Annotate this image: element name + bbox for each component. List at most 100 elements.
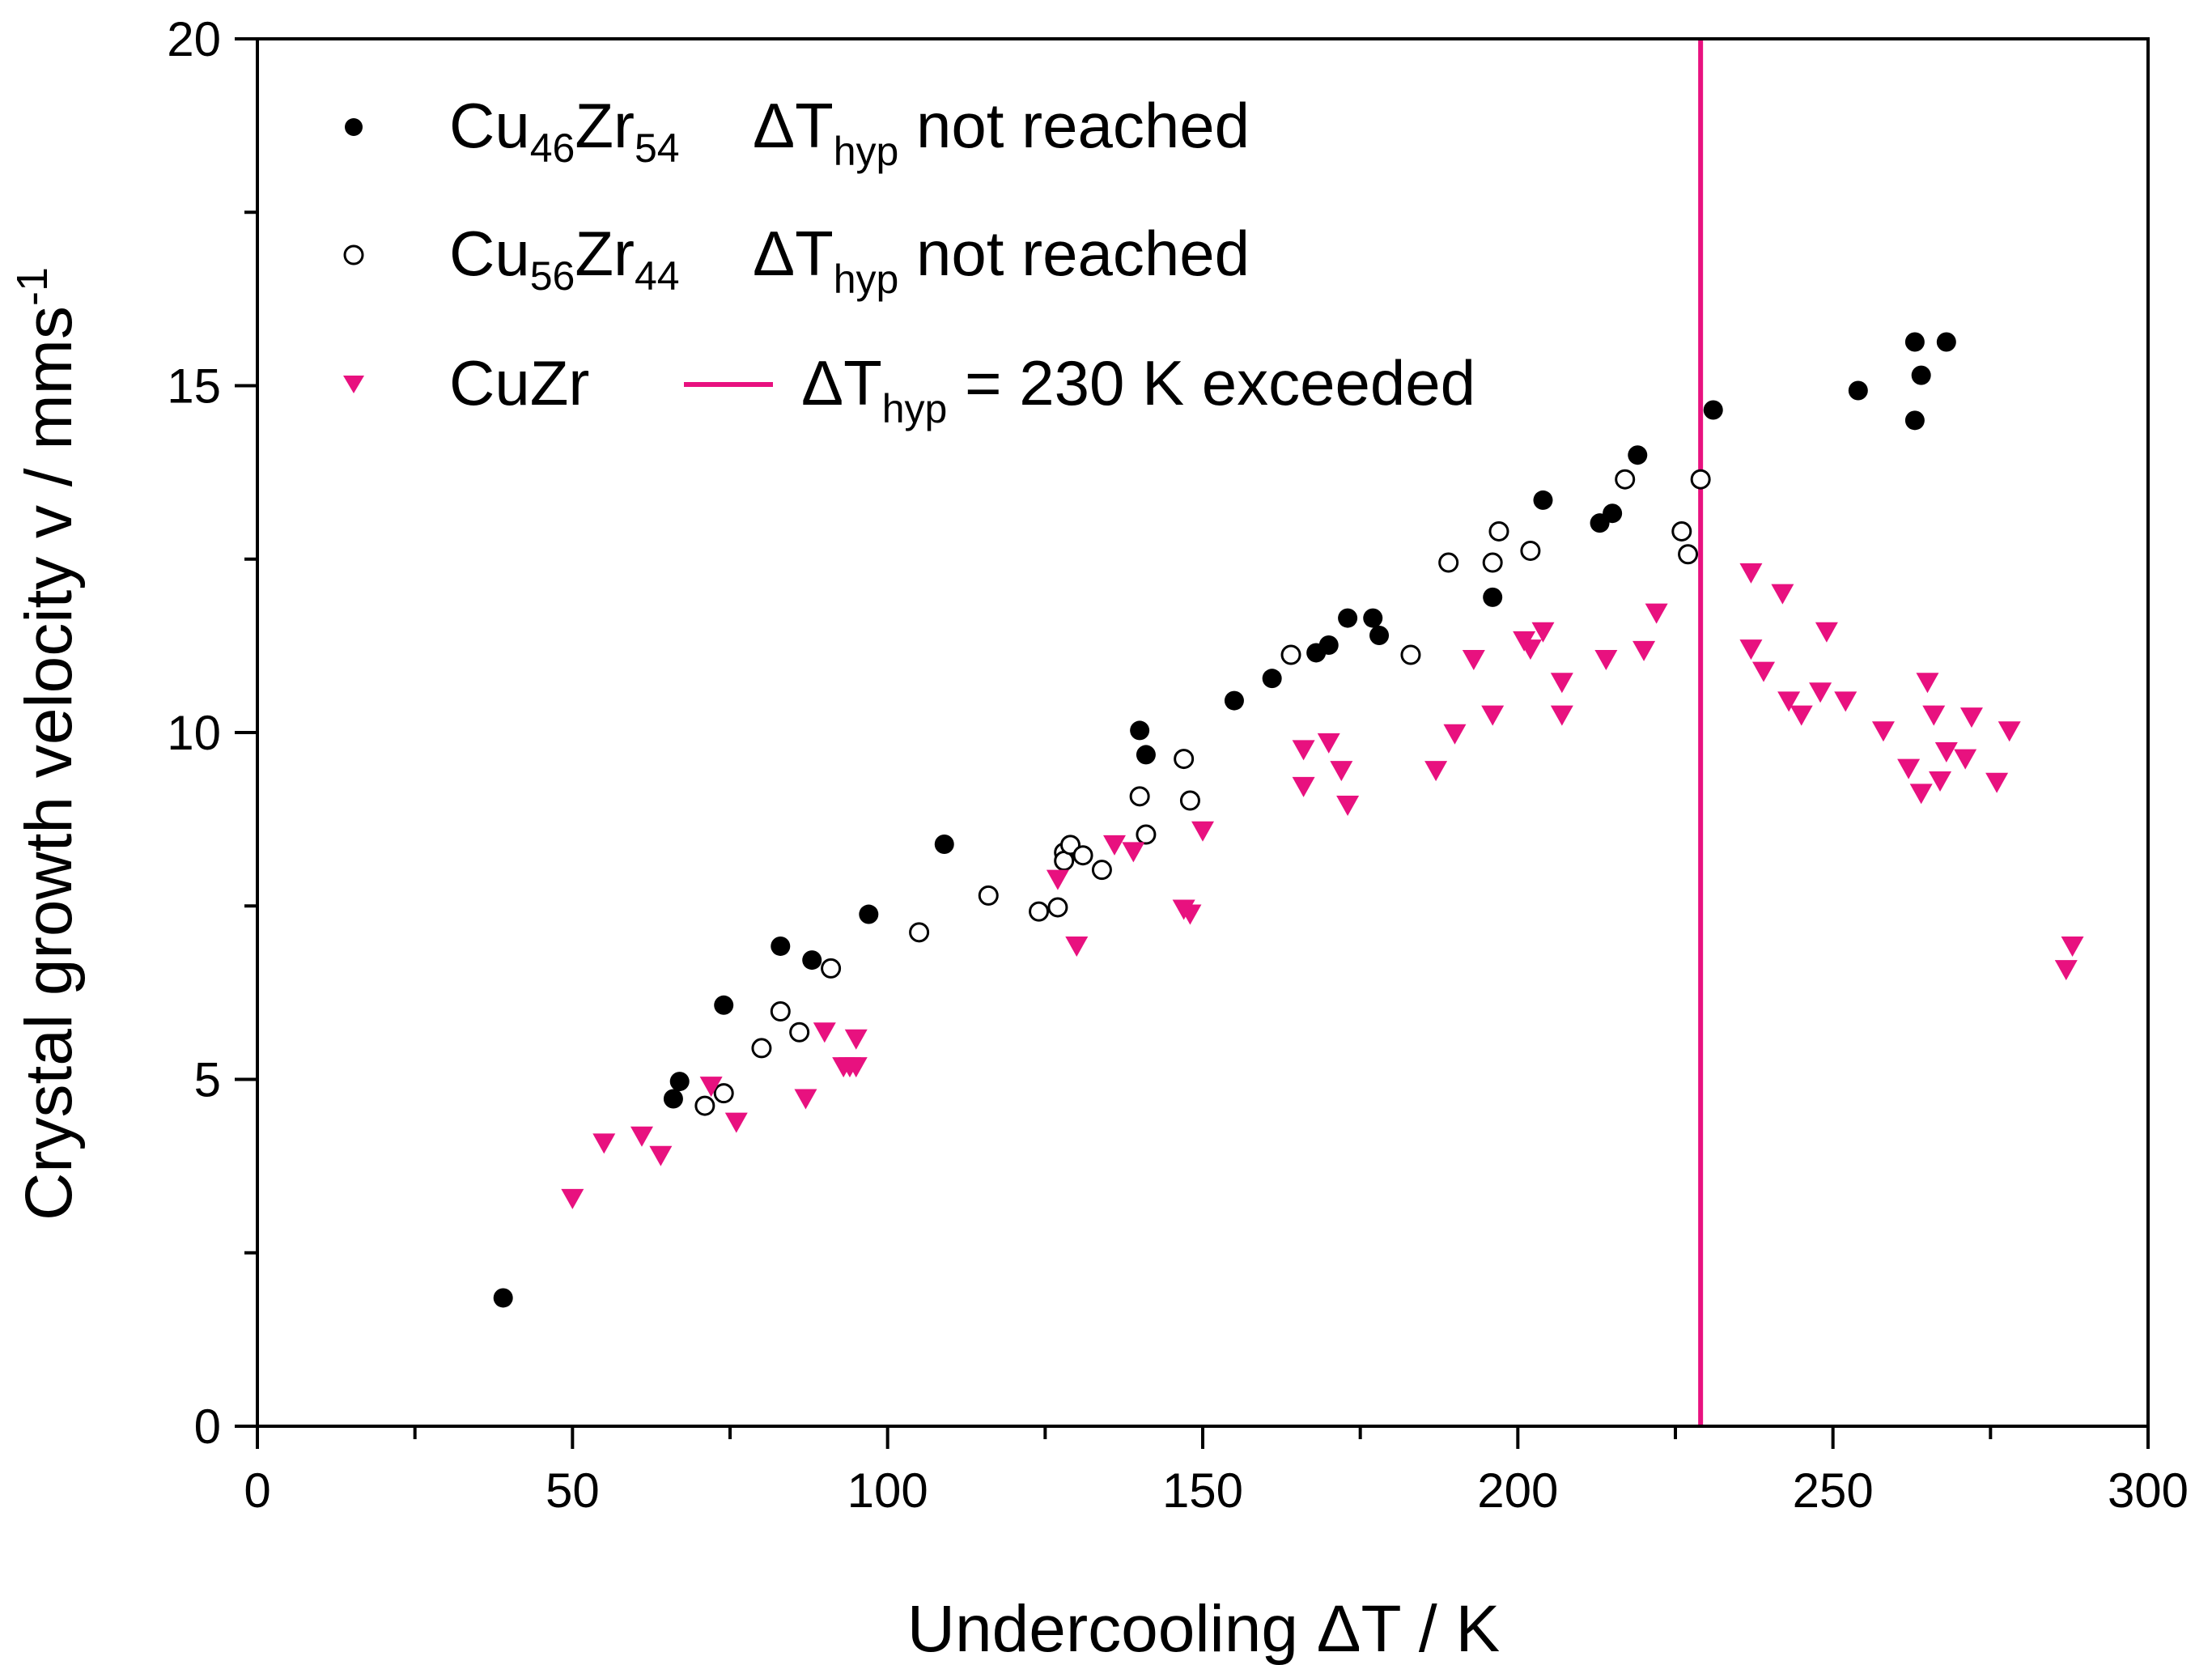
point-cuzr-32 xyxy=(1550,705,1573,726)
point-cu56zr44-20 xyxy=(1400,644,1421,665)
point-cu46zr54-18 xyxy=(1533,490,1553,510)
point-cuzr-54 xyxy=(1985,772,2009,793)
point-cu56zr44-24 xyxy=(1520,540,1541,561)
point-cuzr-36 xyxy=(1739,563,1763,584)
legend-marker-open-circle xyxy=(343,244,364,265)
point-cuzr-42 xyxy=(1809,682,1832,703)
point-cuzr-29 xyxy=(1518,639,1542,660)
point-cuzr-57 xyxy=(2061,936,2084,957)
point-cu46zr54-5 xyxy=(802,950,822,971)
point-cuzr-56 xyxy=(2054,960,2078,981)
point-cu46zr54-26 xyxy=(1911,365,1931,385)
point-cuzr-12 xyxy=(1046,869,1069,890)
legend-entry-cuzr: CuZr xyxy=(343,347,589,418)
point-cuzr-44 xyxy=(1834,691,1857,712)
legend-entry-cu46zr54: Cu46Zr54 ΔThyp not reached xyxy=(345,90,1250,174)
legend-entry-vline: ΔThyp = 230 K exceeded xyxy=(684,347,1475,431)
point-cu56zr44-15 xyxy=(1129,786,1150,807)
point-cuzr-15 xyxy=(1122,842,1145,863)
point-cuzr-26 xyxy=(1462,650,1485,671)
point-cuzr-0 xyxy=(561,1188,584,1209)
y-tick-label: 5 xyxy=(194,1053,221,1107)
x-tick-label: 300 xyxy=(2108,1463,2189,1518)
legend-desc-cu56zr44: ΔThyp not reached xyxy=(753,218,1250,302)
point-cu46zr54-22 xyxy=(1703,400,1723,420)
point-cu46zr54-17 xyxy=(1483,587,1503,607)
point-cu46zr54-11 xyxy=(1262,669,1282,689)
point-cu56zr44-8 xyxy=(1029,901,1050,922)
point-cuzr-47 xyxy=(1909,784,1933,805)
point-cu56zr44-4 xyxy=(789,1022,810,1043)
legend-marker-filled-circle xyxy=(345,118,363,136)
point-cu46zr54-1 xyxy=(663,1089,683,1109)
point-cu46zr54-0 xyxy=(493,1288,513,1308)
point-cu46zr54-27 xyxy=(1936,332,1956,352)
point-cu46zr54-10 xyxy=(1224,690,1244,711)
point-cu46zr54-25 xyxy=(1904,410,1925,431)
point-cuzr-43 xyxy=(1815,622,1838,643)
legend-label-vline: ΔThyp = 230 K exceeded xyxy=(801,347,1475,431)
point-cu56zr44-28 xyxy=(1690,469,1711,490)
x-tick-label: 100 xyxy=(847,1463,928,1518)
point-cuzr-4 xyxy=(699,1077,723,1098)
point-cu46zr54-13 xyxy=(1318,635,1339,656)
point-cuzr-35 xyxy=(1645,603,1668,624)
point-cu56zr44-22 xyxy=(1482,552,1503,573)
point-cu46zr54-23 xyxy=(1848,380,1868,401)
point-cu46zr54-21 xyxy=(1628,445,1648,465)
point-cuzr-13 xyxy=(1065,936,1089,957)
legend-desc-cu46zr54: ΔThyp not reached xyxy=(753,90,1250,174)
x-tick-label: 0 xyxy=(244,1463,270,1518)
point-cu56zr44-23 xyxy=(1488,520,1509,542)
point-cu46zr54-9 xyxy=(1136,745,1156,765)
point-cu56zr44-16 xyxy=(1136,824,1157,845)
point-cuzr-48 xyxy=(1916,673,1939,694)
x-axis-title: Undercooling ΔT / K xyxy=(907,1592,1500,1665)
point-cuzr-20 xyxy=(1292,776,1315,797)
point-cuzr-5 xyxy=(724,1112,748,1133)
point-cuzr-41 xyxy=(1790,705,1813,726)
point-cu46zr54-24 xyxy=(1904,332,1925,352)
point-cuzr-49 xyxy=(1922,705,1946,726)
point-cuzr-10 xyxy=(844,1029,868,1050)
y-tick-label: 20 xyxy=(167,12,221,66)
y-tick-label: 0 xyxy=(194,1400,221,1454)
point-cuzr-3 xyxy=(649,1145,673,1166)
point-cu56zr44-5 xyxy=(821,958,842,979)
point-cuzr-24 xyxy=(1424,761,1448,782)
point-cu46zr54-16 xyxy=(1369,626,1390,646)
point-cuzr-2 xyxy=(630,1126,653,1147)
point-cu56zr44-7 xyxy=(978,885,999,906)
point-cu46zr54-8 xyxy=(1130,720,1150,741)
point-cu56zr44-25 xyxy=(1615,469,1636,490)
legend-entry-cu56zr44: Cu56Zr44 ΔThyp not reached xyxy=(343,218,1250,302)
point-cuzr-27 xyxy=(1481,705,1505,726)
point-cuzr-39 xyxy=(1771,584,1794,605)
point-cuzr-31 xyxy=(1550,673,1573,694)
point-cu46zr54-2 xyxy=(669,1072,690,1092)
point-cuzr-25 xyxy=(1443,724,1467,745)
point-cuzr-23 xyxy=(1336,795,1360,816)
point-cuzr-33 xyxy=(1594,650,1618,671)
point-cuzr-51 xyxy=(1934,741,1958,762)
plot-points xyxy=(493,39,2084,1426)
legend: Cu46Zr54 ΔThyp not reached Cu56Zr44 ΔThy… xyxy=(343,90,1475,431)
legend-label-cu56zr44: Cu56Zr44 xyxy=(449,218,680,299)
point-cu46zr54-4 xyxy=(771,936,791,956)
point-cu46zr54-3 xyxy=(714,995,734,1015)
point-cuzr-46 xyxy=(1897,758,1921,779)
point-cu56zr44-19 xyxy=(1280,644,1301,665)
y-tick-label: 15 xyxy=(167,359,221,414)
point-cu56zr44-27 xyxy=(1678,544,1699,565)
point-cuzr-34 xyxy=(1632,640,1656,661)
point-cuzr-40 xyxy=(1777,691,1801,712)
x-tick-label: 250 xyxy=(1793,1463,1874,1518)
point-cuzr-53 xyxy=(1959,707,1983,728)
x-tick-label: 50 xyxy=(546,1463,600,1518)
point-cuzr-55 xyxy=(1998,721,2021,742)
point-cu46zr54-7 xyxy=(934,834,954,854)
point-cu56zr44-21 xyxy=(1438,552,1459,573)
point-cu56zr44-0 xyxy=(694,1095,715,1116)
point-cuzr-17 xyxy=(1178,904,1202,925)
point-cu56zr44-3 xyxy=(770,1001,791,1022)
